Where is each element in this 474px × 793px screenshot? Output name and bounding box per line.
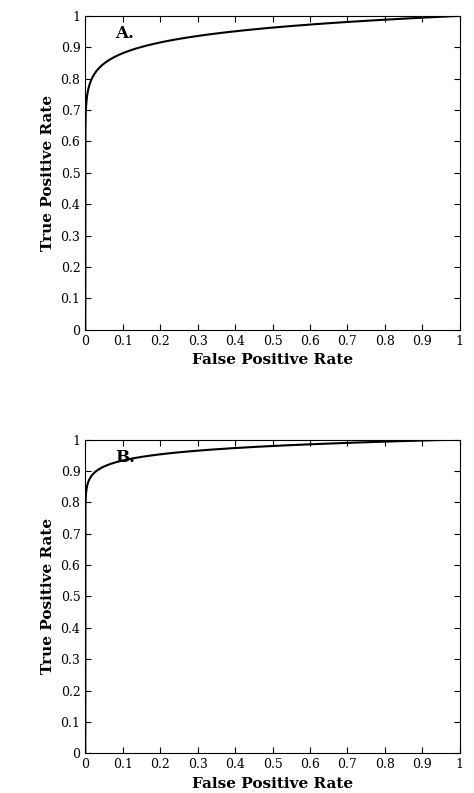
Text: A.: A.	[115, 25, 134, 42]
Y-axis label: True Positive Rate: True Positive Rate	[41, 519, 55, 675]
X-axis label: False Positive Rate: False Positive Rate	[192, 777, 353, 791]
X-axis label: False Positive Rate: False Positive Rate	[192, 353, 353, 367]
Y-axis label: True Positive Rate: True Positive Rate	[41, 94, 55, 251]
Text: B.: B.	[115, 449, 135, 466]
